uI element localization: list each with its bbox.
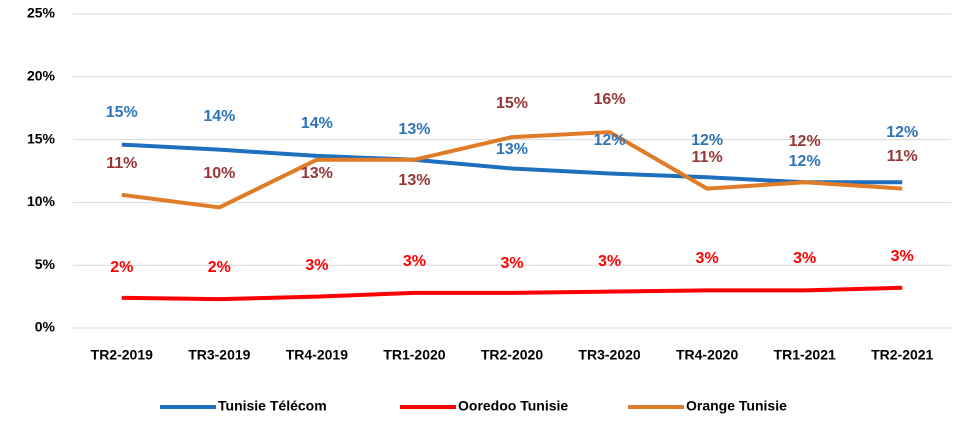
series-line (121, 130, 903, 210)
data-label: 3% (793, 250, 816, 267)
x-tick-label: TR3-2020 (578, 347, 640, 363)
series-line (121, 142, 903, 185)
x-tick-label: TR2-2020 (481, 347, 543, 363)
series-line (121, 285, 903, 302)
x-tick-label: TR4-2020 (676, 347, 738, 363)
data-label: 3% (598, 253, 621, 270)
data-label: 2% (208, 259, 231, 276)
data-label: 12% (594, 132, 626, 149)
data-label: 12% (789, 133, 821, 150)
data-label: 14% (203, 108, 235, 125)
x-tick-label: TR1-2021 (774, 347, 836, 363)
data-label: 13% (496, 141, 528, 158)
data-label: 3% (403, 253, 426, 270)
data-label: 13% (301, 165, 333, 182)
data-label: 15% (106, 104, 138, 121)
x-tick-label: TR1-2020 (383, 347, 445, 363)
data-label: 16% (594, 91, 626, 108)
data-label: 15% (496, 95, 528, 112)
y-tick-label: 15% (27, 130, 56, 146)
data-label: 10% (203, 165, 235, 182)
data-label: 12% (789, 153, 821, 170)
data-label: 3% (696, 250, 719, 267)
data-label: 12% (691, 132, 723, 149)
y-tick-label: 25% (27, 5, 56, 21)
data-label: 13% (398, 172, 430, 189)
data-label: 13% (398, 121, 430, 138)
data-label: 11% (887, 148, 918, 165)
legend-label: Ooredoo Tunisie (458, 398, 568, 414)
x-tick-label: TR2-2021 (871, 347, 933, 363)
data-label: 3% (891, 248, 914, 265)
data-label: 12% (886, 124, 918, 141)
data-label: 2% (110, 259, 133, 276)
legend-label: Orange Tunisie (686, 398, 787, 414)
x-tick-label: TR4-2019 (286, 347, 348, 363)
data-label: 3% (500, 255, 523, 272)
y-tick-label: 5% (35, 256, 56, 272)
data-label: 11% (692, 149, 723, 166)
data-label: 14% (301, 115, 333, 132)
y-tick-label: 20% (27, 68, 56, 84)
data-label: 11% (106, 155, 137, 172)
x-tick-label: TR2-2019 (91, 347, 153, 363)
legend-label: Tunisie Télécom (218, 398, 327, 414)
y-tick-label: 10% (27, 193, 56, 209)
y-tick-label: 0% (35, 319, 56, 335)
data-label: 3% (305, 257, 328, 274)
x-tick-label: TR3-2019 (188, 347, 250, 363)
